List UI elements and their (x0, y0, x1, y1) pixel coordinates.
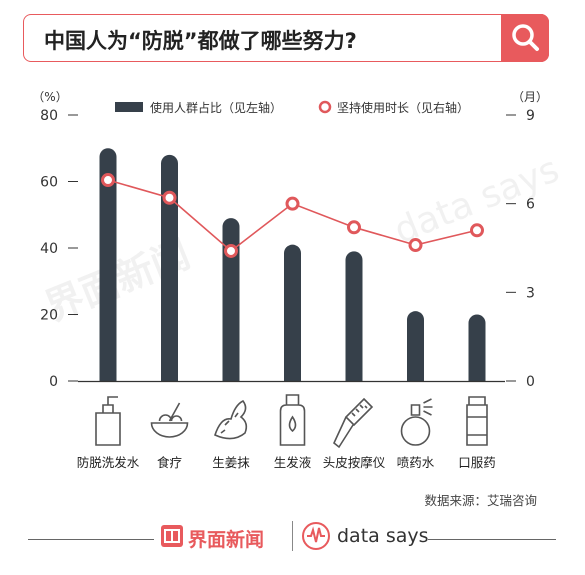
left-axis-unit: （%） (32, 90, 67, 104)
brand-cn: 界面新闻 (188, 529, 265, 551)
bar-base-5 (345, 373, 363, 382)
footer-line-left (28, 539, 154, 540)
food-bowl-icon (150, 422, 189, 438)
data-source: 数据来源：艾瑞咨询 (424, 493, 537, 508)
left-tick-label: 80 (40, 108, 58, 124)
footer-line-right (428, 539, 556, 540)
bar-base-3 (222, 373, 240, 382)
left-tick-label: 60 (40, 175, 58, 191)
line-point-6 (408, 238, 423, 253)
line-point-4 (285, 196, 300, 211)
bar-2 (161, 154, 178, 382)
pill-bottle-icon (466, 396, 488, 446)
bar-4 (284, 244, 301, 382)
line-point-1 (101, 173, 115, 188)
title-banner: 中国人为“防脱”都做了哪些努力? (23, 14, 549, 62)
line-point-2 (162, 190, 177, 205)
category-label: 防脱洗发水 (77, 455, 140, 470)
line-point-7 (470, 223, 484, 238)
massage-comb-icon (333, 397, 374, 449)
ginger-icon (214, 399, 248, 440)
chart-title: 中国人为“防脱”都做了哪些努力? (44, 29, 357, 53)
category-label: 生发液 (274, 455, 312, 470)
category-label: 生姜抹 (212, 455, 250, 470)
bar-6 (407, 311, 424, 382)
line-point-3 (224, 243, 238, 258)
right-tick-label: 3 (526, 285, 535, 301)
left-tick-label: 0 (49, 374, 58, 390)
brand-divider (292, 521, 293, 551)
bar-1 (99, 148, 117, 382)
right-tick-label: 6 (526, 197, 535, 213)
bar-base-7 (468, 373, 486, 382)
spray-mist-icon (423, 398, 433, 416)
shampoo-bottle-icon (95, 412, 121, 446)
bar-base-6 (407, 373, 424, 382)
drop-icon (288, 415, 297, 433)
category-label: 头皮按摩仪 (323, 455, 386, 470)
category-label: 口服药 (458, 455, 496, 470)
right-tick-label: 0 (526, 374, 535, 390)
left-tick-label: 40 (40, 241, 58, 257)
footer: 界面新闻 data says (0, 515, 585, 555)
category-label: 食疗 (157, 455, 182, 470)
ginger-detail-icon (220, 412, 239, 434)
comb-teeth-icon (351, 404, 368, 417)
right-axis-unit: （月） (512, 90, 548, 104)
search-icon (512, 24, 539, 51)
bar-7 (468, 314, 486, 382)
left-tick-label: 20 (40, 308, 58, 324)
legend-bar-swatch (115, 102, 143, 112)
jiemian-logo-icon (161, 525, 183, 547)
brand-en: data says (337, 525, 429, 547)
legend-bar-label: 使用人群占比（见左轴） (150, 100, 282, 115)
bar-base-2 (161, 373, 178, 382)
bar-3 (222, 218, 240, 382)
spray-bottle-icon (400, 404, 431, 446)
food-detail-icon (158, 402, 183, 422)
line-point-5 (347, 220, 361, 235)
right-tick-label: 9 (526, 108, 535, 124)
bar-5 (345, 251, 363, 382)
bar-base-4 (284, 373, 301, 382)
legend-line-label: 坚持使用时长（见右轴） (337, 100, 469, 115)
legend-line-marker (318, 100, 332, 114)
chart: （%） （月） 0 20 40 60 80 0 3 6 9 使用人群占比（见左轴） 坚持使用时长（见右轴… (32, 90, 548, 470)
shampoo-pump-icon (102, 396, 118, 413)
category-label: 喷药水 (397, 455, 435, 470)
hair-tonic-icon (279, 394, 306, 446)
pill-label-icon (467, 416, 487, 436)
search-button[interactable] (501, 14, 549, 62)
bar-base-1 (99, 373, 117, 382)
data-says-logo-icon (302, 522, 330, 550)
